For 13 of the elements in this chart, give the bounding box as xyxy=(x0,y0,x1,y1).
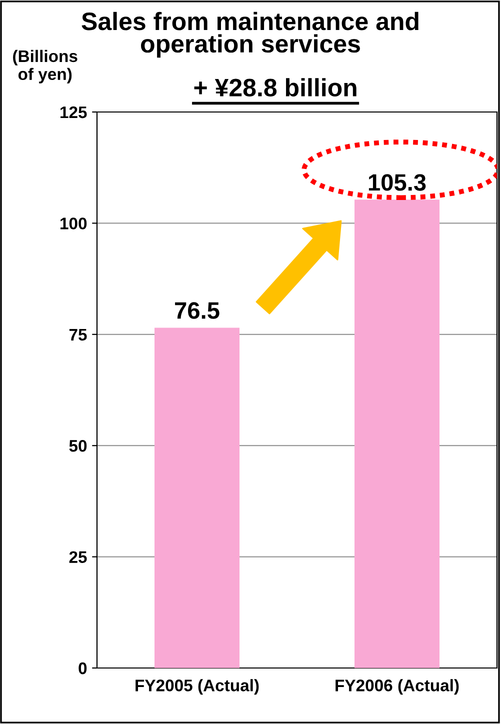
data-label: 76.5 xyxy=(175,302,220,319)
y-tick-label: 125 xyxy=(60,106,87,118)
chart-subtitle: + ¥28.8 billion xyxy=(194,78,356,96)
y-tick-label: 25 xyxy=(69,551,87,564)
x-tick-label: FY2006 (Actual) xyxy=(336,679,459,695)
y-tick-label: 0 xyxy=(78,662,87,674)
x-tick-label: FY2005 (Actual) xyxy=(136,679,259,695)
data-label: 105.3 xyxy=(368,174,426,191)
y-axis-title: (Billions of yen) xyxy=(13,50,78,84)
y-tick-label: 75 xyxy=(69,328,87,341)
y-tick-label: 50 xyxy=(69,440,87,452)
chart-title: Sales from maintenance and operation services xyxy=(82,12,418,58)
y-tick-label: 100 xyxy=(60,218,87,230)
